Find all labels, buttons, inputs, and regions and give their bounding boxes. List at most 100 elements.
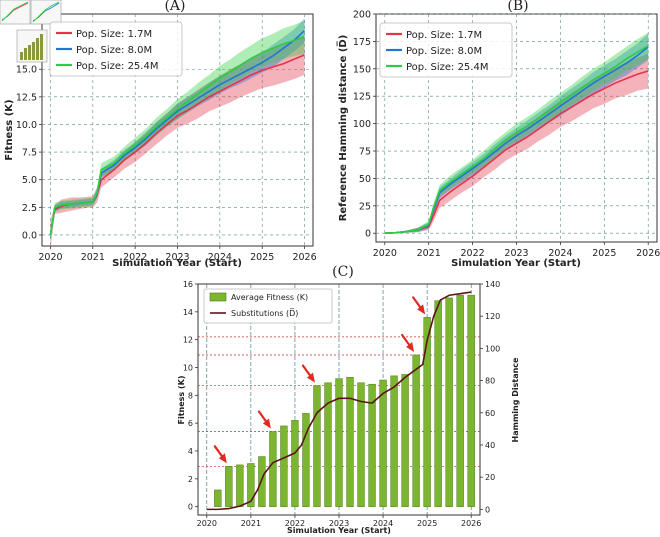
legend-label-substitutions: Substitutions (D̅): [231, 308, 298, 318]
y-tick-label: 7.5: [22, 148, 37, 159]
y2-tick-label: 0: [485, 505, 490, 514]
fitness-bar: [390, 375, 398, 507]
panel-b-title: (B): [507, 0, 528, 14]
fitness-bar: [357, 382, 365, 507]
thumbnail-a: [0, 0, 31, 25]
legend-box: [49, 21, 183, 77]
x-tick-label: 2025: [417, 519, 437, 528]
y-tick-label: 75: [359, 147, 371, 158]
y-tick-label: 150: [353, 64, 371, 75]
fitness-bar: [324, 382, 332, 507]
thumbnail-bar: [20, 52, 23, 60]
fitness-bar: [335, 378, 343, 507]
y-tick-label: 6: [188, 419, 193, 428]
x-tick-label: 2020: [38, 252, 62, 263]
red-arrow-head: [306, 372, 315, 383]
y-tick-label: 14: [183, 308, 193, 317]
x-tick-label: 2026: [636, 248, 660, 259]
y2-tick-label: 40: [485, 441, 495, 450]
substitution-line: [206, 291, 472, 511]
y-tick-label: 0.0: [22, 230, 37, 241]
x-tick-label: 2024: [208, 252, 232, 263]
y-tick-label: 50: [359, 174, 371, 185]
x-tick-label: 2023: [165, 252, 189, 263]
thumbnail-c-bars: [20, 34, 43, 60]
thumbnail-bar: [28, 45, 31, 60]
y2-tick-label: 60: [485, 409, 495, 418]
fitness-bar: [456, 294, 464, 507]
y-tick-label: 4: [188, 447, 193, 456]
fitness-bar: [291, 420, 299, 507]
fitness-bar: [445, 297, 453, 507]
series-band-2: [50, 20, 305, 241]
y-tick-label: 15.0: [16, 65, 37, 76]
panel-b-series-lines: [384, 45, 649, 235]
fitness-bar: [236, 464, 244, 507]
y2-tick-label: 100: [485, 344, 500, 353]
fitness-bar: [258, 456, 266, 507]
y-tick-label: 0: [188, 503, 193, 512]
x-tick-label: 2024: [373, 519, 393, 528]
panel-c-bars: [214, 294, 475, 507]
legend-swatch-fitness: [209, 292, 227, 302]
y-tick-label: 0: [365, 229, 371, 240]
legend-label-fitness: Average Fitness (K): [231, 293, 308, 302]
red-arrow-head: [417, 304, 426, 315]
y-tick-label: 100: [353, 119, 371, 130]
legend-box: [379, 22, 513, 78]
y2-tick-label: 80: [485, 377, 495, 386]
x-tick-label: 2022: [123, 252, 147, 263]
x-tick-label: 2020: [197, 519, 217, 528]
y-tick-label: 2.5: [22, 203, 37, 214]
thumbnail-bar: [32, 42, 35, 60]
x-tick-label: 2022: [285, 519, 305, 528]
panel-a-ticks: 2020 2021 2022 2023 2024 2025 2026 0.0 2.5 5.0 7.5…: [16, 65, 317, 263]
y-tick-label: 10.0: [16, 120, 37, 131]
y-tick-label: 200: [353, 10, 371, 21]
panel-c-legend: Average Fitness (K) Substitutions (D̅): [203, 288, 333, 324]
x-tick-label: 2023: [329, 519, 349, 528]
fitness-bar: [412, 354, 420, 507]
legend-label-25.4m: Pop. Size: 25.4M: [406, 62, 488, 73]
fitness-bar: [302, 413, 310, 507]
panel-a: (A) 2020 2021 2022 2023 2024 2025 2026 0.0 2.5 5.…: [0, 0, 317, 269]
thumbnail-b: [30, 0, 62, 25]
panel-c: (C) 2020 2021 2022 2023 2024 2025 2026 0 2 4 6 8 10 1…: [177, 264, 520, 535]
thumbnail-a-line: [1, 1, 29, 22]
panel-c-ticks: 2020 2021 2022 2023 2024 2025 2026 0 2 4 6 8 10 12 14 1…: [183, 280, 500, 528]
legend-label-8.0m: Pop. Size: 8.0M: [406, 46, 482, 57]
y-tick-label: 5.0: [22, 175, 37, 186]
red-arrow-head: [218, 453, 227, 464]
y-tick-label: 12.5: [16, 92, 37, 103]
panel-c-substitution-line: [206, 291, 472, 511]
panel-a-legend: Pop. Size: 1.7M Pop. Size: 8.0M Pop. Siz…: [49, 21, 183, 77]
thumbnail-bar: [24, 48, 27, 60]
thumbnail-bar: [40, 34, 43, 60]
legend-label-25.4m: Pop. Size: 25.4M: [76, 61, 158, 72]
panel-b-xlabel: Simulation Year (Start): [451, 258, 581, 269]
panel-a-xlabel: Simulation Year (Start): [112, 258, 242, 269]
x-tick-label: 2020: [373, 248, 397, 259]
thumbnail-b-line: [32, 1, 60, 23]
y-tick-label: 10: [183, 363, 193, 372]
panel-c-title: (C): [332, 264, 354, 280]
fitness-bar: [280, 425, 288, 507]
legend-box: [203, 288, 333, 324]
x-tick-label: 2021: [241, 519, 261, 528]
panel-b-legend: Pop. Size: 1.7M Pop. Size: 8.0M Pop. Siz…: [379, 22, 513, 78]
fitness-bar: [401, 374, 409, 507]
fitness-bar: [346, 376, 354, 507]
panel-b-ticks: 2020 2021 2022 2023 2024 2025 2026 0 25 50 75 100 12…: [353, 10, 660, 260]
panel-a-title: (A): [164, 0, 185, 14]
fitness-bar: [247, 463, 255, 507]
panel-a-thumbnail-insets: [0, 0, 62, 63]
x-tick-label: 2023: [504, 248, 528, 259]
fitness-bar: [467, 294, 475, 507]
y-tick-label: 175: [353, 37, 371, 48]
y-tick-label: 125: [353, 92, 371, 103]
y2-tick-label: 120: [485, 312, 500, 321]
panel-a-ylabel: Fitness (K): [4, 99, 15, 160]
panel-c-ylabel: Fitness (K): [177, 376, 186, 425]
y2-tick-label: 20: [485, 473, 495, 482]
